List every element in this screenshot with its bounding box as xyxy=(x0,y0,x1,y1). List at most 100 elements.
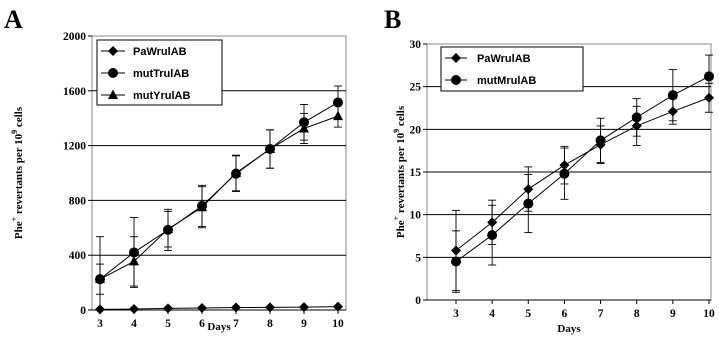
x-tick-label: 9 xyxy=(301,318,307,330)
y-tick-label: 25 xyxy=(410,82,422,94)
legend-entry-PaWrulAB: PaWrulAB xyxy=(445,53,531,65)
x-axis-title-b: Days xyxy=(557,323,581,335)
series-line-PaWrulAB xyxy=(99,306,339,310)
y-axis-title-b-sup2: 9 xyxy=(392,129,401,133)
y-axis-title-a-sup1: + xyxy=(10,216,19,221)
data-point-mutMrulAB xyxy=(487,230,498,241)
series-line-PaWrulAB xyxy=(455,97,710,251)
panel-label-a: A xyxy=(4,5,23,34)
y-tick-label: 5 xyxy=(415,252,421,264)
y-tick-label: 0 xyxy=(80,305,86,317)
x-tick-label: 10 xyxy=(332,318,344,330)
y-tick-label: 2000 xyxy=(63,31,86,43)
x-tick-label: 9 xyxy=(670,308,676,320)
legend-marker-mutMrulAB xyxy=(451,75,461,85)
y-tick-label: 1200 xyxy=(63,141,86,153)
data-point-mutMrulAB xyxy=(559,168,570,179)
legend-a: PaWrulAB mutTrulAB mutYrulAB xyxy=(96,39,223,106)
legend-label: PaWrulAB xyxy=(133,46,187,58)
series-mutTrulAB xyxy=(95,85,343,311)
data-point-mutMrulAB xyxy=(451,256,461,267)
y-axis-title-a-part3: cells xyxy=(13,106,25,130)
y-axis-title-b-part1: Phe xyxy=(395,220,407,238)
x-tick-label: 5 xyxy=(165,318,171,330)
y-axis-title-a-sup2: 9 xyxy=(10,130,19,134)
series-line-mutMrulAB xyxy=(455,75,710,263)
data-point-mutYrulAB xyxy=(197,201,207,212)
series-PaWrulAB xyxy=(95,301,343,315)
legend-marker-PaWrulAB xyxy=(451,53,461,63)
y-tick-label: 1600 xyxy=(63,86,86,98)
data-point-mutMrulAB xyxy=(631,112,642,123)
panel-label-b: B xyxy=(384,5,401,34)
legend-label: mutYrulAB xyxy=(133,90,191,102)
x-tick-label: 4 xyxy=(489,308,495,320)
legend-marker-mutYrulAB xyxy=(108,89,118,99)
data-point-mutYrulAB xyxy=(265,143,275,154)
x-tick-label: 5 xyxy=(525,308,531,320)
chart-panel-a: A 0 400 800 1200 1600 2000 3 4 5 6 7 8 9 10 Days Phe… xyxy=(4,5,347,333)
chart-panel-b: B 0 5 10 15 20 25 30 3 4 5 6 7 8 9 10 Days Phe+ rever… xyxy=(384,5,715,335)
data-point-PaWrulAB xyxy=(129,304,139,315)
y-axis-title-b: Phe+ revertants per 109 cells xyxy=(392,105,407,238)
x-axis-title-a: Days xyxy=(207,321,231,333)
data-point-PaWrulAB xyxy=(299,302,309,313)
x-ticks-b: 3 4 5 6 7 8 9 10 xyxy=(427,299,715,320)
legend-b: PaWrulAB mutMrulAB xyxy=(440,46,584,92)
legend-marker-mutTrulAB xyxy=(108,68,118,78)
y-axis-title-b-part3: cells xyxy=(395,105,407,129)
gridlines-a xyxy=(92,90,346,256)
data-point-mutYrulAB xyxy=(299,122,309,133)
data-point-PaWrulAB xyxy=(333,301,343,312)
series-group-a xyxy=(95,85,343,315)
y-axis-title-a-part1: Phe xyxy=(13,221,25,239)
legend-entry-mutMrulAB: mutMrulAB xyxy=(445,75,536,87)
y-tick-label: 15 xyxy=(410,167,422,179)
legend-entry-mutYrulAB: mutYrulAB xyxy=(101,89,191,102)
x-tick-label: 8 xyxy=(267,318,273,330)
y-ticks-a: 0 400 800 1200 1600 2000 xyxy=(63,31,92,317)
series-mutMrulAB xyxy=(451,54,714,293)
data-point-PaWrulAB xyxy=(265,302,275,313)
y-axis-title-a-part2: revertants per 10 xyxy=(13,133,25,216)
data-point-mutMrulAB xyxy=(595,135,606,146)
data-point-mutYrulAB xyxy=(129,255,139,266)
y-tick-label: 20 xyxy=(410,124,422,136)
legend-label: mutMrulAB xyxy=(477,75,536,87)
x-tick-label: 3 xyxy=(97,318,103,330)
legend-label: mutTrulAB xyxy=(133,68,189,80)
series-line-mutYrulAB xyxy=(99,115,339,280)
data-point-PaWrulAB xyxy=(197,302,207,313)
legend-entry-mutTrulAB: mutTrulAB xyxy=(101,68,189,80)
x-tick-label: 6 xyxy=(562,308,568,320)
legend-marker-PaWrulAB xyxy=(108,46,118,56)
legend-box-b xyxy=(440,46,584,92)
legend-label: PaWrulAB xyxy=(477,53,531,65)
data-point-mutMrulAB xyxy=(523,198,534,209)
data-point-mutYrulAB xyxy=(231,167,241,177)
series-mutYrulAB xyxy=(95,104,343,295)
y-tick-label: 10 xyxy=(410,210,422,222)
legend-entry-PaWrulAB: PaWrulAB xyxy=(101,46,187,58)
series-group-b xyxy=(451,54,714,293)
data-point-mutYrulAB xyxy=(95,273,105,284)
x-tick-label: 3 xyxy=(453,308,459,320)
data-point-mutYrulAB xyxy=(163,223,173,234)
y-ticks-b: 0 5 10 15 20 25 30 xyxy=(410,39,427,307)
y-axis-title-b-sup1: + xyxy=(392,215,401,220)
x-tick-label: 7 xyxy=(598,308,604,320)
x-tick-label: 10 xyxy=(703,308,715,320)
y-tick-label: 400 xyxy=(69,250,87,262)
y-tick-label: 30 xyxy=(410,39,422,51)
data-point-PaWrulAB xyxy=(163,303,173,314)
data-point-mutMrulAB xyxy=(667,90,678,101)
data-point-mutYrulAB xyxy=(333,110,343,121)
x-tick-label: 8 xyxy=(634,308,640,320)
data-point-mutMrulAB xyxy=(704,71,714,82)
data-point-PaWrulAB xyxy=(231,302,241,313)
y-tick-label: 800 xyxy=(69,195,87,207)
y-tick-label: 0 xyxy=(415,295,421,307)
y-axis-title-a: Phe+ revertants per 109 cells xyxy=(10,106,25,239)
series-PaWrulAB xyxy=(451,82,714,292)
